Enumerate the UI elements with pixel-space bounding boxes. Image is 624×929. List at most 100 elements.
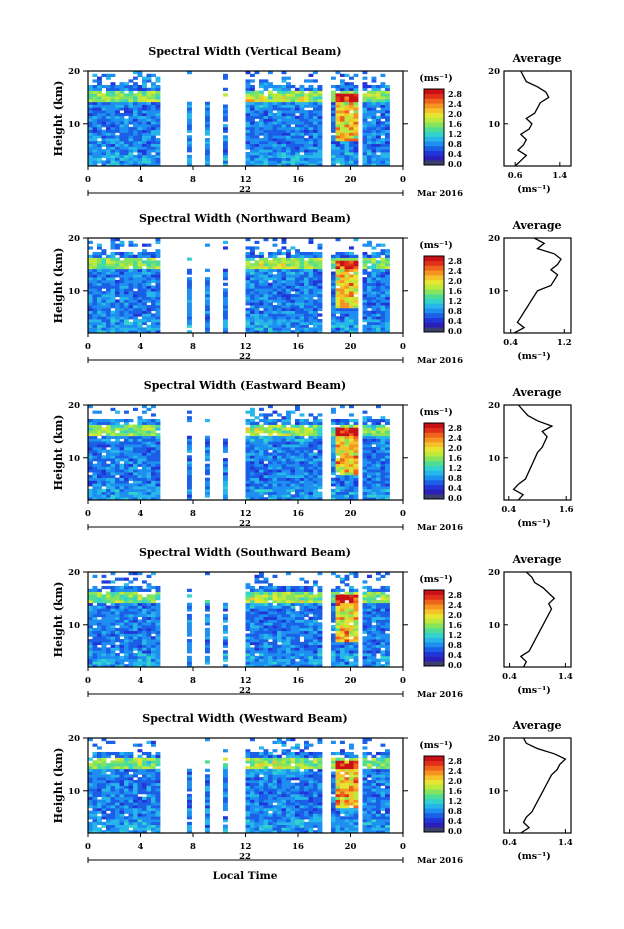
heatmap-cell [133,477,138,481]
heatmap-cell [286,444,291,448]
heatmap-cell [290,268,296,272]
heatmap-cell [106,307,111,312]
heatmap-cell [254,316,260,320]
heatmap-cell [254,630,260,634]
heatmap-cell [304,452,309,456]
avg-y-tick-label: 10 [488,120,500,130]
heatmap-cell [371,257,377,261]
heatmap-cell [277,319,282,323]
heatmap-cell [272,260,278,264]
heatmap-cell [331,441,336,445]
average-title: Average [511,219,561,232]
heatmap-cell [317,277,323,281]
heatmap-cell [344,149,350,153]
heatmap-cell [308,135,314,139]
heatmap-cell [223,291,228,295]
heatmap-cell [119,107,125,111]
heatmap-cell [151,594,156,598]
heatmap-cell [142,249,147,253]
heatmap-cell [254,98,260,103]
heatmap-cell [187,435,192,439]
heatmap-cell [335,93,341,97]
heatmap-cell [106,619,111,623]
heatmap-cell [205,619,210,623]
heatmap-cell [97,107,102,111]
heatmap-cell [133,324,138,328]
heatmap-cell [317,435,323,439]
heatmap-cell [146,310,152,314]
heatmap-cell [313,310,318,314]
heatmap-cell [263,488,269,493]
heatmap-cell [281,282,287,286]
heatmap-cell [137,469,143,473]
colorbar-swatch [424,427,444,433]
colorbar-tick-label: 0.4 [448,483,462,493]
heatmap-cell [335,271,341,275]
heatmap-cell [205,327,210,331]
heatmap-cell [124,641,129,646]
heatmap-cell [254,619,260,623]
heatmap-cell [290,274,296,278]
heatmap-cell [97,446,102,451]
heatmap-cell [97,630,102,634]
heatmap-cell [349,251,354,256]
heatmap-cell [281,299,287,303]
heatmap-cell [124,93,129,97]
heatmap-cell [362,302,368,306]
heatmap-cell [290,321,296,326]
heatmap-cell [367,154,372,159]
heatmap-cell [250,463,255,467]
heatmap-cell [151,285,156,289]
heatmap-cell [380,104,386,108]
heatmap-cell [101,421,107,425]
heatmap-cell [313,291,318,295]
heatmap-cell [146,441,152,445]
heatmap-cell [259,282,264,286]
heatmap-cell [155,438,161,442]
heatmap-cell [142,305,147,309]
heatmap-cell [380,268,386,272]
heatmap-cell [313,430,318,434]
heatmap-cell [376,480,381,484]
heatmap-cell [367,265,372,270]
heatmap-cell [295,293,300,298]
heatmap-cell [187,104,192,108]
heatmap-cell [97,460,102,465]
heatmap-cell [277,126,282,131]
heatmap-cell [142,93,147,97]
heatmap-cell [223,149,228,153]
heatmap-cell [151,263,156,267]
heatmap-cell [119,243,125,247]
heatmap-cell [97,293,102,298]
heatmap-cell [281,157,287,161]
heatmap-cell [151,84,156,89]
heatmap-cell [254,71,260,75]
heatmap-cell [259,441,264,445]
heatmap-cell [245,82,251,86]
heatmap-cell [385,316,390,320]
heatmap-cell [97,157,102,161]
heatmap-cell [110,132,116,136]
heatmap-cell [286,455,291,459]
heatmap-cell [353,296,359,300]
heatmap-cell [335,282,341,286]
heatmap-cell [97,274,102,278]
heatmap-cell [371,486,377,490]
heatmap-cell [88,146,93,150]
heatmap-cell [340,463,345,467]
heatmap-cell [304,271,309,275]
heatmap-cell [353,435,359,439]
heatmap-cell [92,636,98,640]
heatmap-cell [155,293,161,298]
heatmap-cell [376,472,381,476]
heatmap-cell [250,466,255,470]
heatmap-cell [385,160,390,164]
colorbar-swatch [424,461,444,467]
heatmap-cell [146,296,152,300]
heatmap-cell [349,152,354,156]
heatmap-cell [115,93,120,97]
heatmap-cell [106,591,111,595]
heatmap-cell [146,330,152,334]
heatmap-cell [308,124,314,128]
heatmap-cell [340,82,345,86]
